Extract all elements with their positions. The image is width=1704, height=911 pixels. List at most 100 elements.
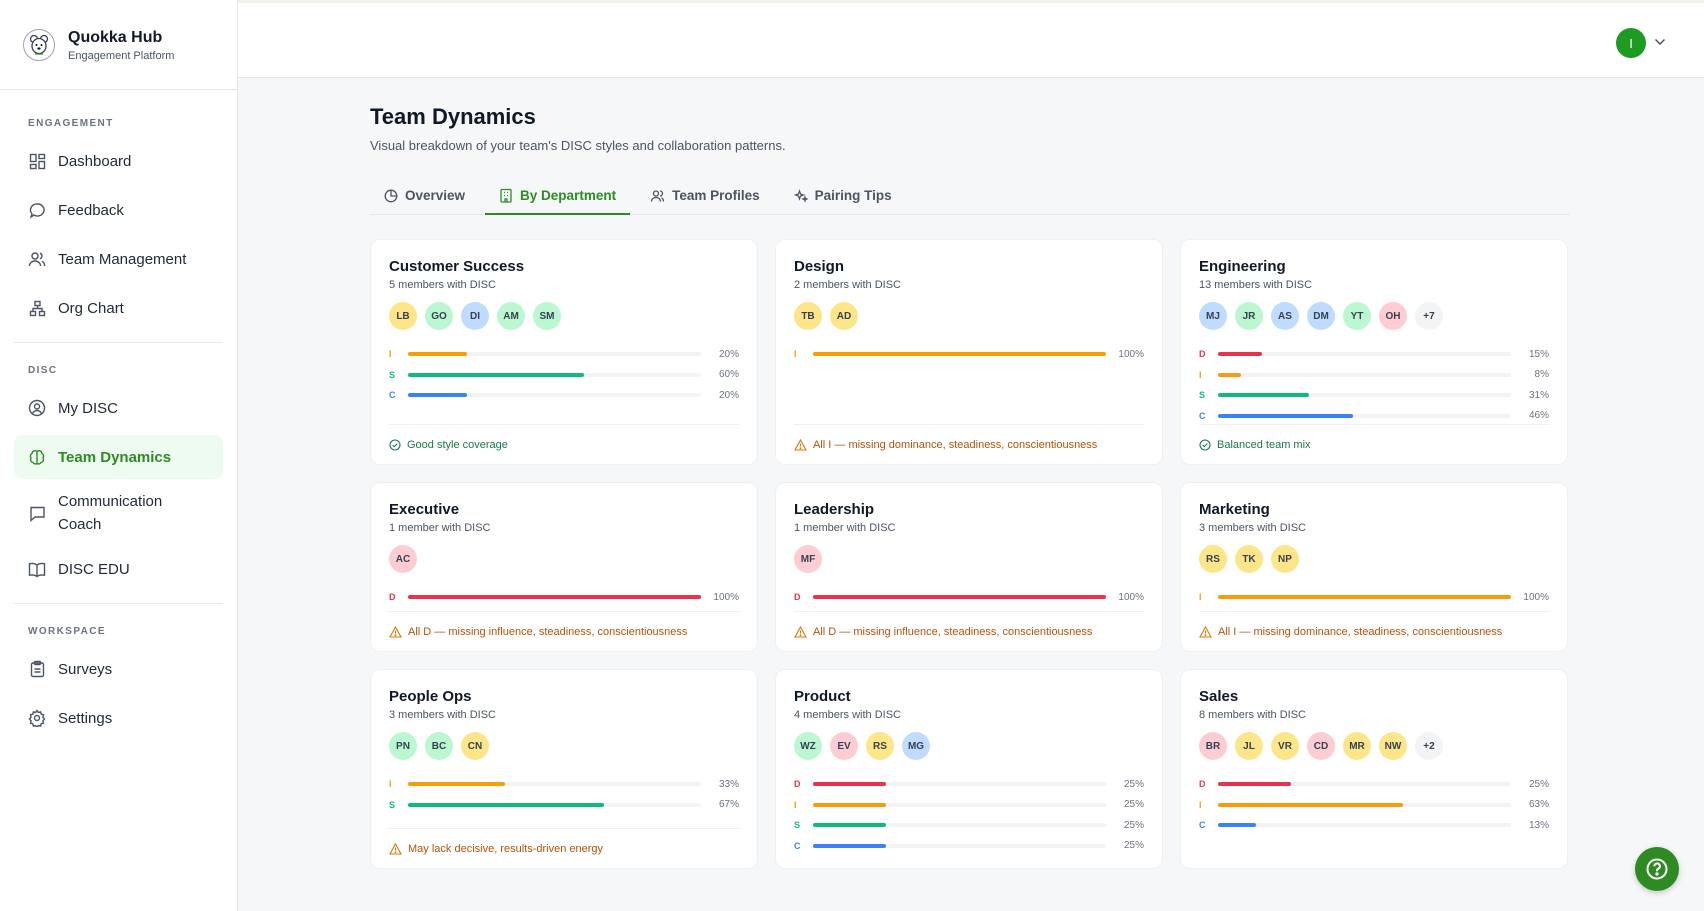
avatar[interactable]: JR xyxy=(1235,302,1263,330)
bar-percent: 25% xyxy=(1528,778,1549,790)
user-avatar[interactable]: I xyxy=(1616,28,1646,58)
avatar[interactable]: MG xyxy=(902,732,930,760)
avatar[interactable]: MJ xyxy=(1199,302,1227,330)
bar-track xyxy=(813,823,1106,828)
avatar[interactable]: AS xyxy=(1271,302,1299,330)
department-card[interactable]: Executive 1 member with DISC AC D 100% All D … xyxy=(370,482,758,652)
warning-icon xyxy=(794,438,807,451)
avatar[interactable]: BR xyxy=(1199,732,1227,760)
avatar[interactable]: AD xyxy=(830,302,858,330)
department-card[interactable]: Customer Success 5 members with DISC LB GO D… xyxy=(370,239,758,465)
department-card[interactable]: Leadership 1 member with DISC MF D 100% All D… xyxy=(775,482,1163,652)
disc-letter: I xyxy=(389,349,392,360)
tab-label: Pairing Tips xyxy=(814,188,892,203)
avatar[interactable]: LB xyxy=(389,302,417,330)
avatar[interactable]: NP xyxy=(1271,545,1299,573)
department-card[interactable]: Product 4 members with DISC WZ EV RS MG D 25% I 2… xyxy=(775,669,1163,869)
avatar[interactable]: EV xyxy=(830,732,858,760)
coverage-note: Balanced team mix xyxy=(1199,424,1549,464)
department-card[interactable]: Marketing 3 members with DISC RS TK NP I 100% A… xyxy=(1180,482,1568,652)
sidebar-item-disc-edu[interactable]: DISC EDU xyxy=(14,547,223,591)
avatar[interactable]: AC xyxy=(389,545,417,573)
member-count: 5 members with DISC xyxy=(389,279,496,291)
avatar[interactable]: DI xyxy=(461,302,489,330)
bar-fill xyxy=(408,595,701,600)
bar-fill xyxy=(1218,352,1262,357)
avatar[interactable]: GO xyxy=(425,302,453,330)
sidebar-item-label: Team Management xyxy=(58,250,187,268)
sidebar-item-surveys[interactable]: Surveys xyxy=(14,647,223,691)
avatar[interactable]: OH xyxy=(1379,302,1407,330)
bar-fill xyxy=(408,802,605,807)
avatar[interactable]: AM xyxy=(497,302,525,330)
bar-track xyxy=(1218,595,1511,600)
avatar[interactable]: +7 xyxy=(1415,302,1443,330)
coverage-text: Balanced team mix xyxy=(1217,438,1311,451)
sidebar-item-team-management[interactable]: Team Management xyxy=(14,237,223,281)
department-name: Design xyxy=(794,258,845,275)
brand-subtitle: Engagement Platform xyxy=(68,49,175,62)
avatar[interactable]: RS xyxy=(866,732,894,760)
disc-bar-row: I 25% xyxy=(794,795,1144,816)
avatar[interactable]: MF xyxy=(794,545,822,573)
book-icon xyxy=(28,560,46,578)
avatar[interactable]: PN xyxy=(389,732,417,760)
department-card[interactable]: Sales 8 members with DISC BR JL VR CD MR NW +2 D 2… xyxy=(1180,669,1568,869)
avatar[interactable]: TB xyxy=(794,302,822,330)
brain-icon xyxy=(28,448,46,466)
sidebar-item-feedback[interactable]: Feedback xyxy=(14,188,223,232)
tab-team-profiles[interactable]: Team Profiles xyxy=(636,177,774,214)
department-card[interactable]: Engineering 13 members with DISC MJ JR AS DM Y… xyxy=(1180,239,1568,465)
avatar[interactable]: SM xyxy=(533,302,561,330)
disc-letter: S xyxy=(1199,390,1206,401)
avatar[interactable]: JL xyxy=(1235,732,1263,760)
warning-icon xyxy=(1199,625,1212,638)
avatar[interactable]: DM xyxy=(1307,302,1335,330)
bar-fill xyxy=(1218,782,1292,787)
avatar[interactable]: WZ xyxy=(794,732,822,760)
disc-bar-row: D 100% xyxy=(794,587,1144,608)
bar-track xyxy=(813,802,1106,807)
disc-letter: C xyxy=(794,840,801,851)
users-icon xyxy=(28,250,46,268)
disc-bars: D 25% I 63% C 13% xyxy=(1199,774,1549,836)
sidebar-item-team-dynamics[interactable]: Team Dynamics xyxy=(14,435,223,479)
avatar[interactable]: VR xyxy=(1271,732,1299,760)
coverage-note: All I — missing dominance, steadiness, c… xyxy=(1199,611,1549,651)
avatar-list: AC xyxy=(389,545,739,573)
tab-overview[interactable]: Overview xyxy=(370,177,479,214)
sidebar-item-settings[interactable]: Settings xyxy=(14,696,223,740)
avatar[interactable]: MR xyxy=(1343,732,1371,760)
bar-percent: 100% xyxy=(713,591,739,603)
sidebar-item-my-disc[interactable]: My DISC xyxy=(14,386,223,430)
avatar[interactable]: NW xyxy=(1379,732,1407,760)
sidebar-item-dashboard[interactable]: Dashboard xyxy=(14,139,223,183)
department-card[interactable]: Design 2 members with DISC TB AD I 100% All I … xyxy=(775,239,1163,465)
main-content: Team Dynamics Visual breakdown of your t… xyxy=(370,78,1570,869)
avatar[interactable]: TK xyxy=(1235,545,1263,573)
section-label-workspace: WORKSPACE xyxy=(28,626,106,637)
sidebar-item-communication-coach[interactable]: Communication Coach xyxy=(14,484,223,542)
disc-bars: D 100% xyxy=(794,587,1144,608)
avatar[interactable]: CN xyxy=(461,732,489,760)
member-count: 2 members with DISC xyxy=(794,279,901,291)
avatar[interactable]: CD xyxy=(1307,732,1335,760)
avatar[interactable]: YT xyxy=(1343,302,1371,330)
tab-by-department[interactable]: By Department xyxy=(485,177,631,215)
sidebar-item-org-chart[interactable]: Org Chart xyxy=(14,286,223,330)
brand[interactable]: Quokka Hub Engagement Platform xyxy=(0,0,237,90)
disc-letter: I xyxy=(1199,592,1202,603)
department-card[interactable]: People Ops 3 members with DISC PN BC CN I 33% S… xyxy=(370,669,758,869)
sidebar-item-label: DISC EDU xyxy=(58,560,130,578)
avatar[interactable]: BC xyxy=(425,732,453,760)
chevron-down-icon[interactable] xyxy=(1654,35,1666,49)
member-count: 3 members with DISC xyxy=(1199,522,1306,534)
coverage-text: May lack decisive, results-driven energy xyxy=(408,842,604,855)
sidebar-item-label: Org Chart xyxy=(58,299,124,317)
avatar[interactable]: RS xyxy=(1199,545,1227,573)
tab-pairing-tips[interactable]: Pairing Tips xyxy=(780,177,906,214)
avatar-list: BR JL VR CD MR NW +2 xyxy=(1199,732,1549,760)
avatar[interactable]: +2 xyxy=(1415,732,1443,760)
help-button[interactable] xyxy=(1635,847,1679,891)
tab-label: By Department xyxy=(520,188,617,203)
